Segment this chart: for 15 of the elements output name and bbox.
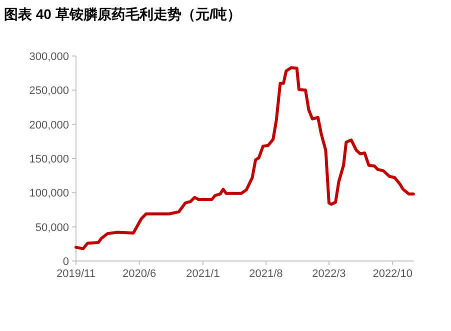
y-tick-label: 0 bbox=[62, 256, 69, 268]
x-tick-label: 2021/8 bbox=[249, 268, 283, 280]
x-tick-label: 2022/3 bbox=[312, 268, 346, 280]
chart-title: 图表 40 草铵膦原药毛利走势（元/吨） bbox=[4, 6, 242, 22]
y-tick-label: 100,000 bbox=[29, 188, 69, 200]
x-tick-label: 2021/1 bbox=[186, 268, 220, 280]
y-tick-label: 300,000 bbox=[29, 51, 69, 63]
y-tick-label: 250,000 bbox=[29, 85, 69, 98]
y-tick-label: 200,000 bbox=[29, 119, 69, 132]
x-tick-label: 2019/11 bbox=[56, 268, 96, 280]
line-series bbox=[74, 66, 415, 250]
x-tick-label: 2022/10 bbox=[372, 268, 412, 280]
x-tick-label: 2020/6 bbox=[122, 268, 156, 280]
y-tick-label: 150,000 bbox=[29, 154, 69, 166]
y-tick-label: 50,000 bbox=[35, 222, 69, 234]
